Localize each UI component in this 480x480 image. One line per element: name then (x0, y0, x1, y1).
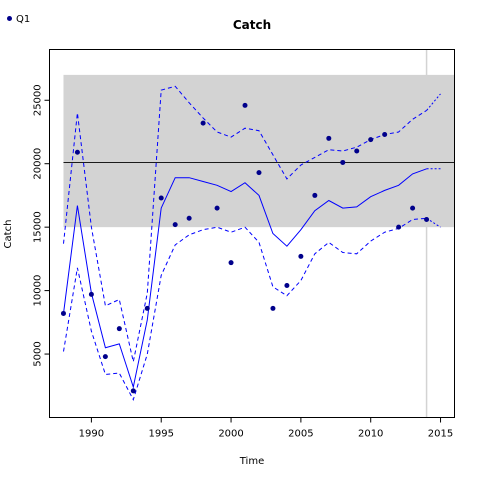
y-tick-label: 15000 (33, 211, 44, 243)
data-point (186, 215, 192, 221)
projection-upper-line (426, 93, 441, 111)
x-axis-label: Time (239, 456, 264, 467)
data-point (368, 137, 374, 143)
legend-marker-q1 (7, 16, 12, 21)
x-tick-label: 2000 (218, 429, 243, 440)
x-tick-label: 2010 (358, 429, 383, 440)
data-point (354, 148, 360, 154)
projection-lower-line (426, 217, 441, 228)
x-tick-label: 1995 (148, 429, 173, 440)
plot-area (60, 49, 455, 418)
data-point (144, 305, 150, 311)
data-point (410, 205, 416, 211)
y-axis: 5000 10000 15000 20000 25000 (33, 84, 50, 367)
plot-frame (49, 49, 455, 418)
data-point (172, 222, 178, 228)
data-point (116, 326, 122, 332)
data-point (312, 192, 318, 198)
data-point (158, 195, 164, 201)
y-tick-label: 5000 (33, 341, 44, 366)
data-point (74, 149, 80, 155)
data-point (340, 159, 346, 165)
data-point (60, 310, 66, 316)
y-tick-label: 20000 (33, 148, 44, 180)
fitted-line (63, 168, 427, 389)
chart-title: Catch (233, 18, 271, 32)
x-tick-label: 1990 (79, 429, 104, 440)
y-axis-label: Catch (3, 220, 14, 249)
x-tick-label: 2015 (428, 429, 453, 440)
data-point (284, 283, 290, 289)
y-tick-label: 10000 (33, 275, 44, 307)
data-point (102, 354, 108, 360)
legend: Q1 (7, 14, 30, 25)
data-point (298, 253, 304, 259)
data-point (228, 260, 234, 266)
data-point (270, 305, 276, 311)
data-point (242, 102, 248, 108)
data-point (424, 217, 430, 223)
legend-label-q1: Q1 (16, 14, 30, 25)
reference-band (63, 74, 455, 228)
data-point (88, 291, 94, 297)
data-point (200, 120, 206, 126)
y-tick-label: 25000 (33, 84, 44, 116)
data-point (256, 170, 262, 176)
x-tick-label: 2005 (288, 429, 313, 440)
data-point (130, 388, 136, 394)
data-point (326, 135, 332, 141)
data-point (396, 224, 402, 230)
x-axis: 1990 1995 2000 2005 2010 2015 (79, 417, 453, 440)
lower-bound-line (63, 217, 427, 402)
upper-bound-line (63, 85, 427, 362)
data-point (214, 205, 220, 211)
data-point (382, 132, 388, 138)
